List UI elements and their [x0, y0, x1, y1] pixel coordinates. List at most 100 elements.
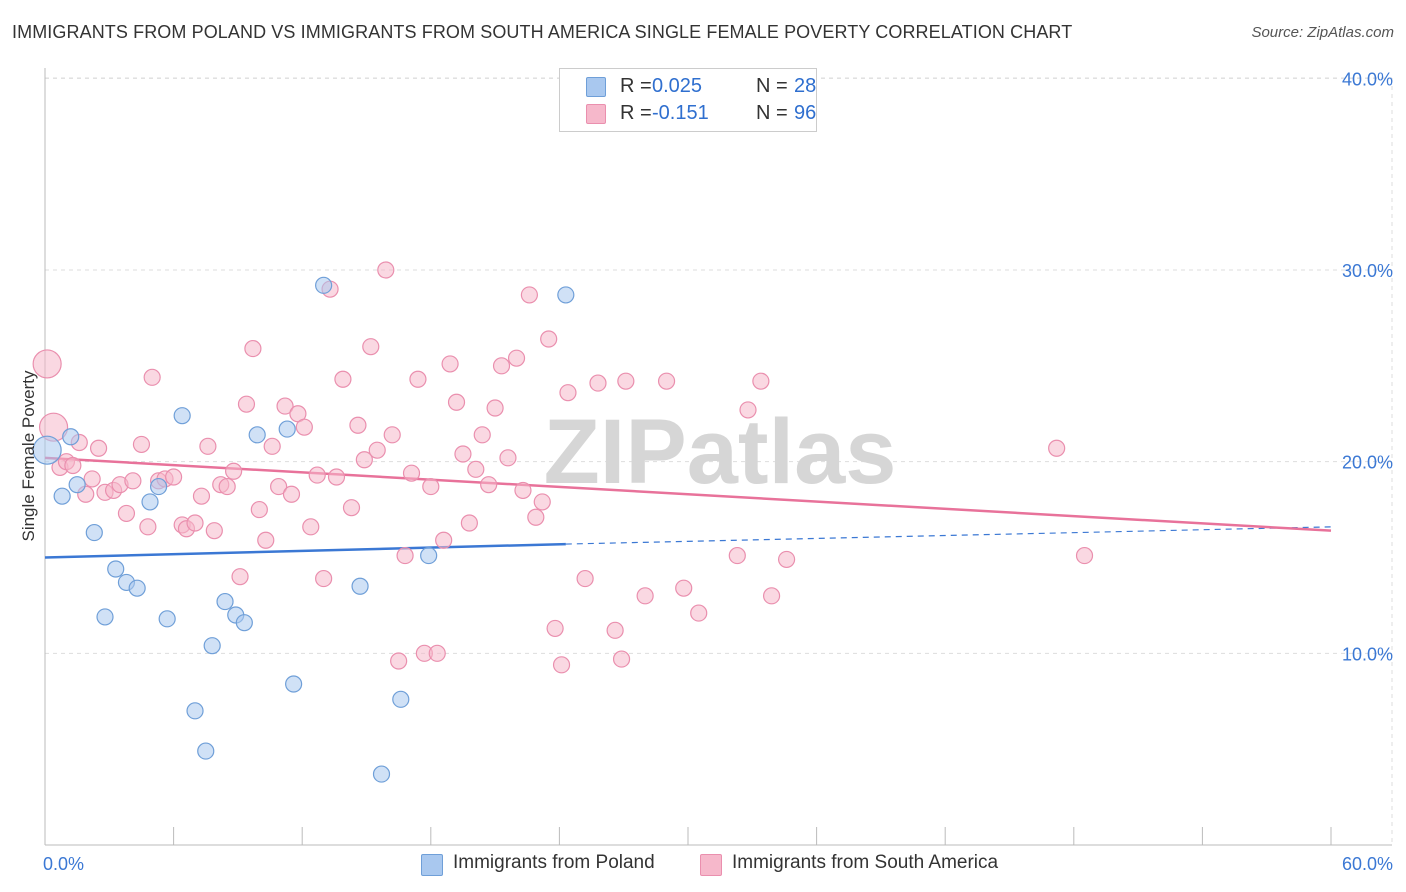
south-america-swatch — [700, 854, 722, 876]
south-america-point — [428, 644, 446, 662]
y-tick-label: 40.0% — [1342, 69, 1393, 89]
poland-swatch — [421, 854, 443, 876]
south-america-point — [728, 546, 746, 565]
south-america-point — [218, 477, 236, 496]
south-america-point — [612, 650, 631, 668]
south-america-point — [237, 395, 256, 413]
poland-point — [278, 420, 296, 438]
poland-point — [351, 577, 369, 595]
poland-point — [235, 614, 253, 632]
poland-point — [216, 592, 234, 611]
south-america-point — [342, 499, 361, 517]
poland-trend-line — [44, 542, 566, 559]
legend-label: Immigrants from South America — [732, 852, 999, 873]
south-america-point — [499, 449, 517, 467]
south-america-point — [1048, 439, 1066, 457]
south-america-point — [454, 445, 472, 463]
trend-layer — [44, 456, 1332, 559]
south-america-point — [349, 416, 367, 434]
south-america-point — [186, 514, 204, 532]
south-america-point — [302, 518, 320, 536]
south-america-point — [486, 399, 504, 417]
south-america-point — [276, 397, 294, 415]
poland-point — [372, 765, 391, 783]
south-america-point — [675, 579, 693, 597]
south-america-point — [308, 466, 326, 484]
poland-point — [203, 637, 221, 655]
poland-point — [420, 546, 438, 565]
south-america-point — [327, 468, 346, 486]
south-america-point — [402, 464, 421, 482]
south-america-point — [132, 435, 151, 454]
south-america-point — [383, 426, 401, 444]
south-america-point — [492, 357, 511, 375]
south-america-point — [64, 456, 82, 475]
labels-layer: 10.0% 20.0% 30.0% 40.0% 0.0% 60.0% Single Fema… — [19, 69, 1393, 874]
south-america-point — [225, 462, 243, 480]
south-america-swatch — [586, 104, 606, 124]
x-tick-label: 0.0% — [43, 854, 84, 874]
x-tick-label: 60.0% — [1342, 854, 1393, 874]
south-america-point — [32, 349, 62, 379]
south-america-point — [390, 652, 408, 670]
poland-point — [186, 702, 204, 720]
south-america-point — [559, 384, 577, 402]
south-america-point — [270, 477, 288, 496]
poland-point — [62, 428, 80, 446]
south-america-point — [552, 656, 571, 674]
south-america-point — [377, 261, 395, 279]
south-america-point — [199, 437, 217, 455]
r-value: -0.151 — [652, 102, 709, 124]
legend-label: Immigrants from Poland — [453, 852, 655, 873]
south-america-point — [139, 518, 157, 536]
south-america-point — [282, 485, 301, 503]
r-label: R = — [620, 75, 652, 97]
poland-point — [53, 487, 71, 505]
south-america-point — [520, 286, 538, 304]
south-america-point — [263, 437, 281, 455]
poland-point — [149, 477, 168, 496]
correlation-legend: R = 0.025 N = 28 R = -0.151 N = 96 — [559, 68, 817, 132]
south-america-point — [540, 330, 558, 348]
south-america-point — [467, 460, 485, 478]
south-america-point — [546, 619, 564, 638]
south-america-point — [231, 568, 249, 586]
poland-point — [248, 426, 266, 444]
poland-point — [315, 276, 333, 294]
south-america-trend-line — [44, 456, 1332, 532]
n-value: 28 — [794, 75, 817, 97]
south-america-point — [657, 372, 676, 390]
south-america-point — [739, 401, 757, 419]
south-america-point — [355, 451, 373, 469]
south-america-point — [1075, 546, 1094, 565]
south-america-point — [480, 476, 498, 494]
south-america-point — [447, 393, 466, 411]
poland-point — [173, 407, 191, 425]
poland-point — [141, 493, 159, 511]
poland-point — [285, 675, 303, 693]
south-america-point — [334, 370, 352, 388]
south-america-point — [514, 481, 532, 500]
poland-point — [96, 608, 114, 626]
y-axis-label: Single Female Poverty — [19, 370, 38, 542]
south-america-point — [752, 372, 770, 390]
poland-swatch — [586, 77, 606, 97]
south-america-point — [422, 477, 440, 496]
poland-point — [107, 560, 125, 578]
poland-point — [392, 690, 410, 708]
south-america-point — [295, 418, 313, 436]
south-america-point — [257, 531, 275, 549]
r-value: 0.025 — [652, 75, 703, 97]
y-tick-label: 30.0% — [1342, 261, 1393, 281]
south-america-point — [507, 349, 526, 367]
south-america-point — [589, 374, 607, 392]
south-america-point — [165, 468, 183, 486]
south-america-point — [441, 355, 459, 373]
chart-title: IMMIGRANTS FROM POLAND VS IMMIGRANTS FRO… — [12, 22, 1073, 42]
n-label: N = — [756, 75, 788, 97]
y-tick-label: 20.0% — [1342, 453, 1393, 473]
south-america-point — [368, 441, 386, 459]
poland-point — [85, 523, 103, 542]
south-america-point — [315, 569, 333, 588]
south-america-point — [606, 621, 624, 639]
